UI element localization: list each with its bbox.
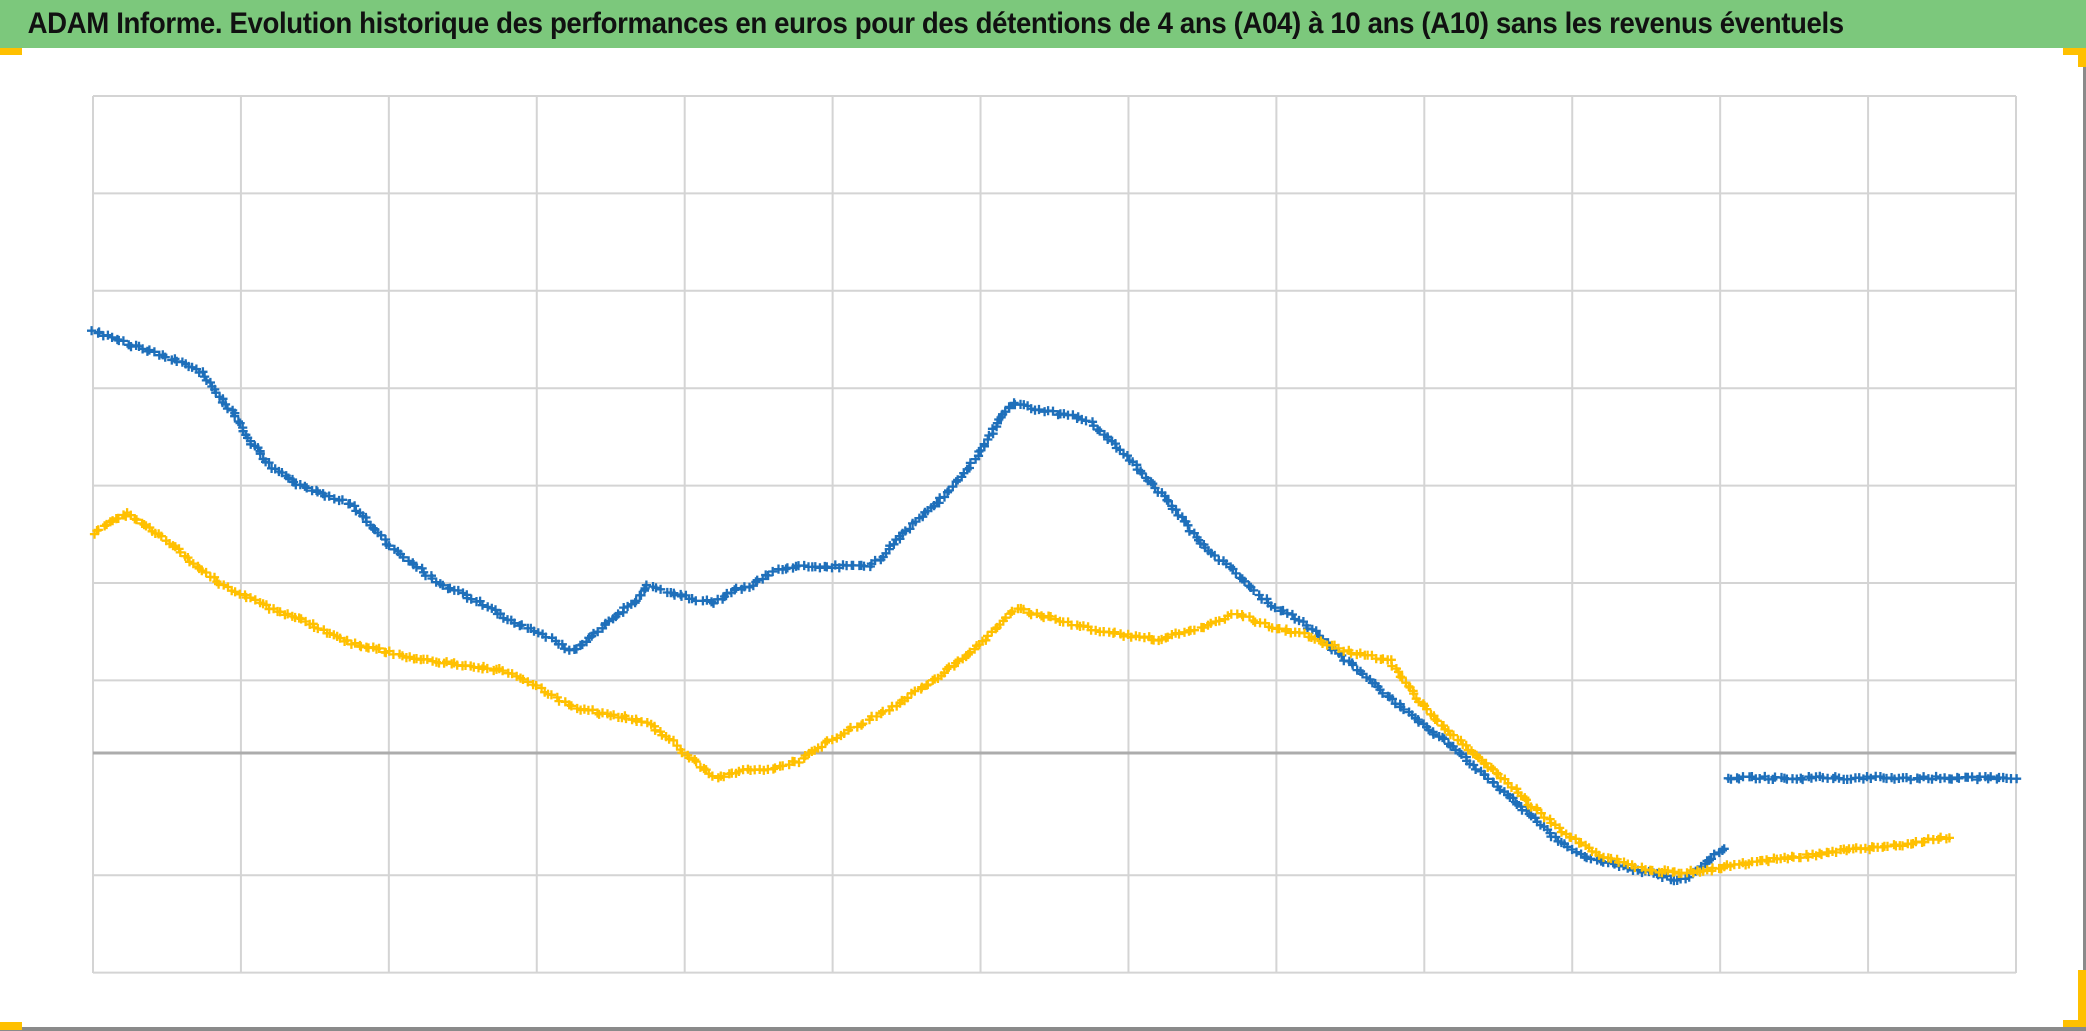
- corner-accent-bottom-right-horizontal: [2063, 1020, 2086, 1027]
- corner-accent-bottom-left: [0, 1022, 22, 1030]
- corner-accent-bottom-right-vertical: [2078, 970, 2086, 1027]
- corner-accent-top-right-horizontal: [2063, 48, 2086, 55]
- title-bar: ADAM Informe. Evolution historique des p…: [0, 0, 2086, 48]
- corner-accent-top-left: [0, 48, 22, 55]
- corner-accent-top-right-vertical: [2078, 48, 2086, 67]
- right-border-line: [2083, 48, 2086, 1031]
- bottom-border-line: [0, 1027, 2086, 1031]
- series-yellow: [89, 508, 1954, 878]
- page-title: ADAM Informe. Evolution historique des p…: [27, 7, 1845, 40]
- series-blue: [87, 326, 2022, 886]
